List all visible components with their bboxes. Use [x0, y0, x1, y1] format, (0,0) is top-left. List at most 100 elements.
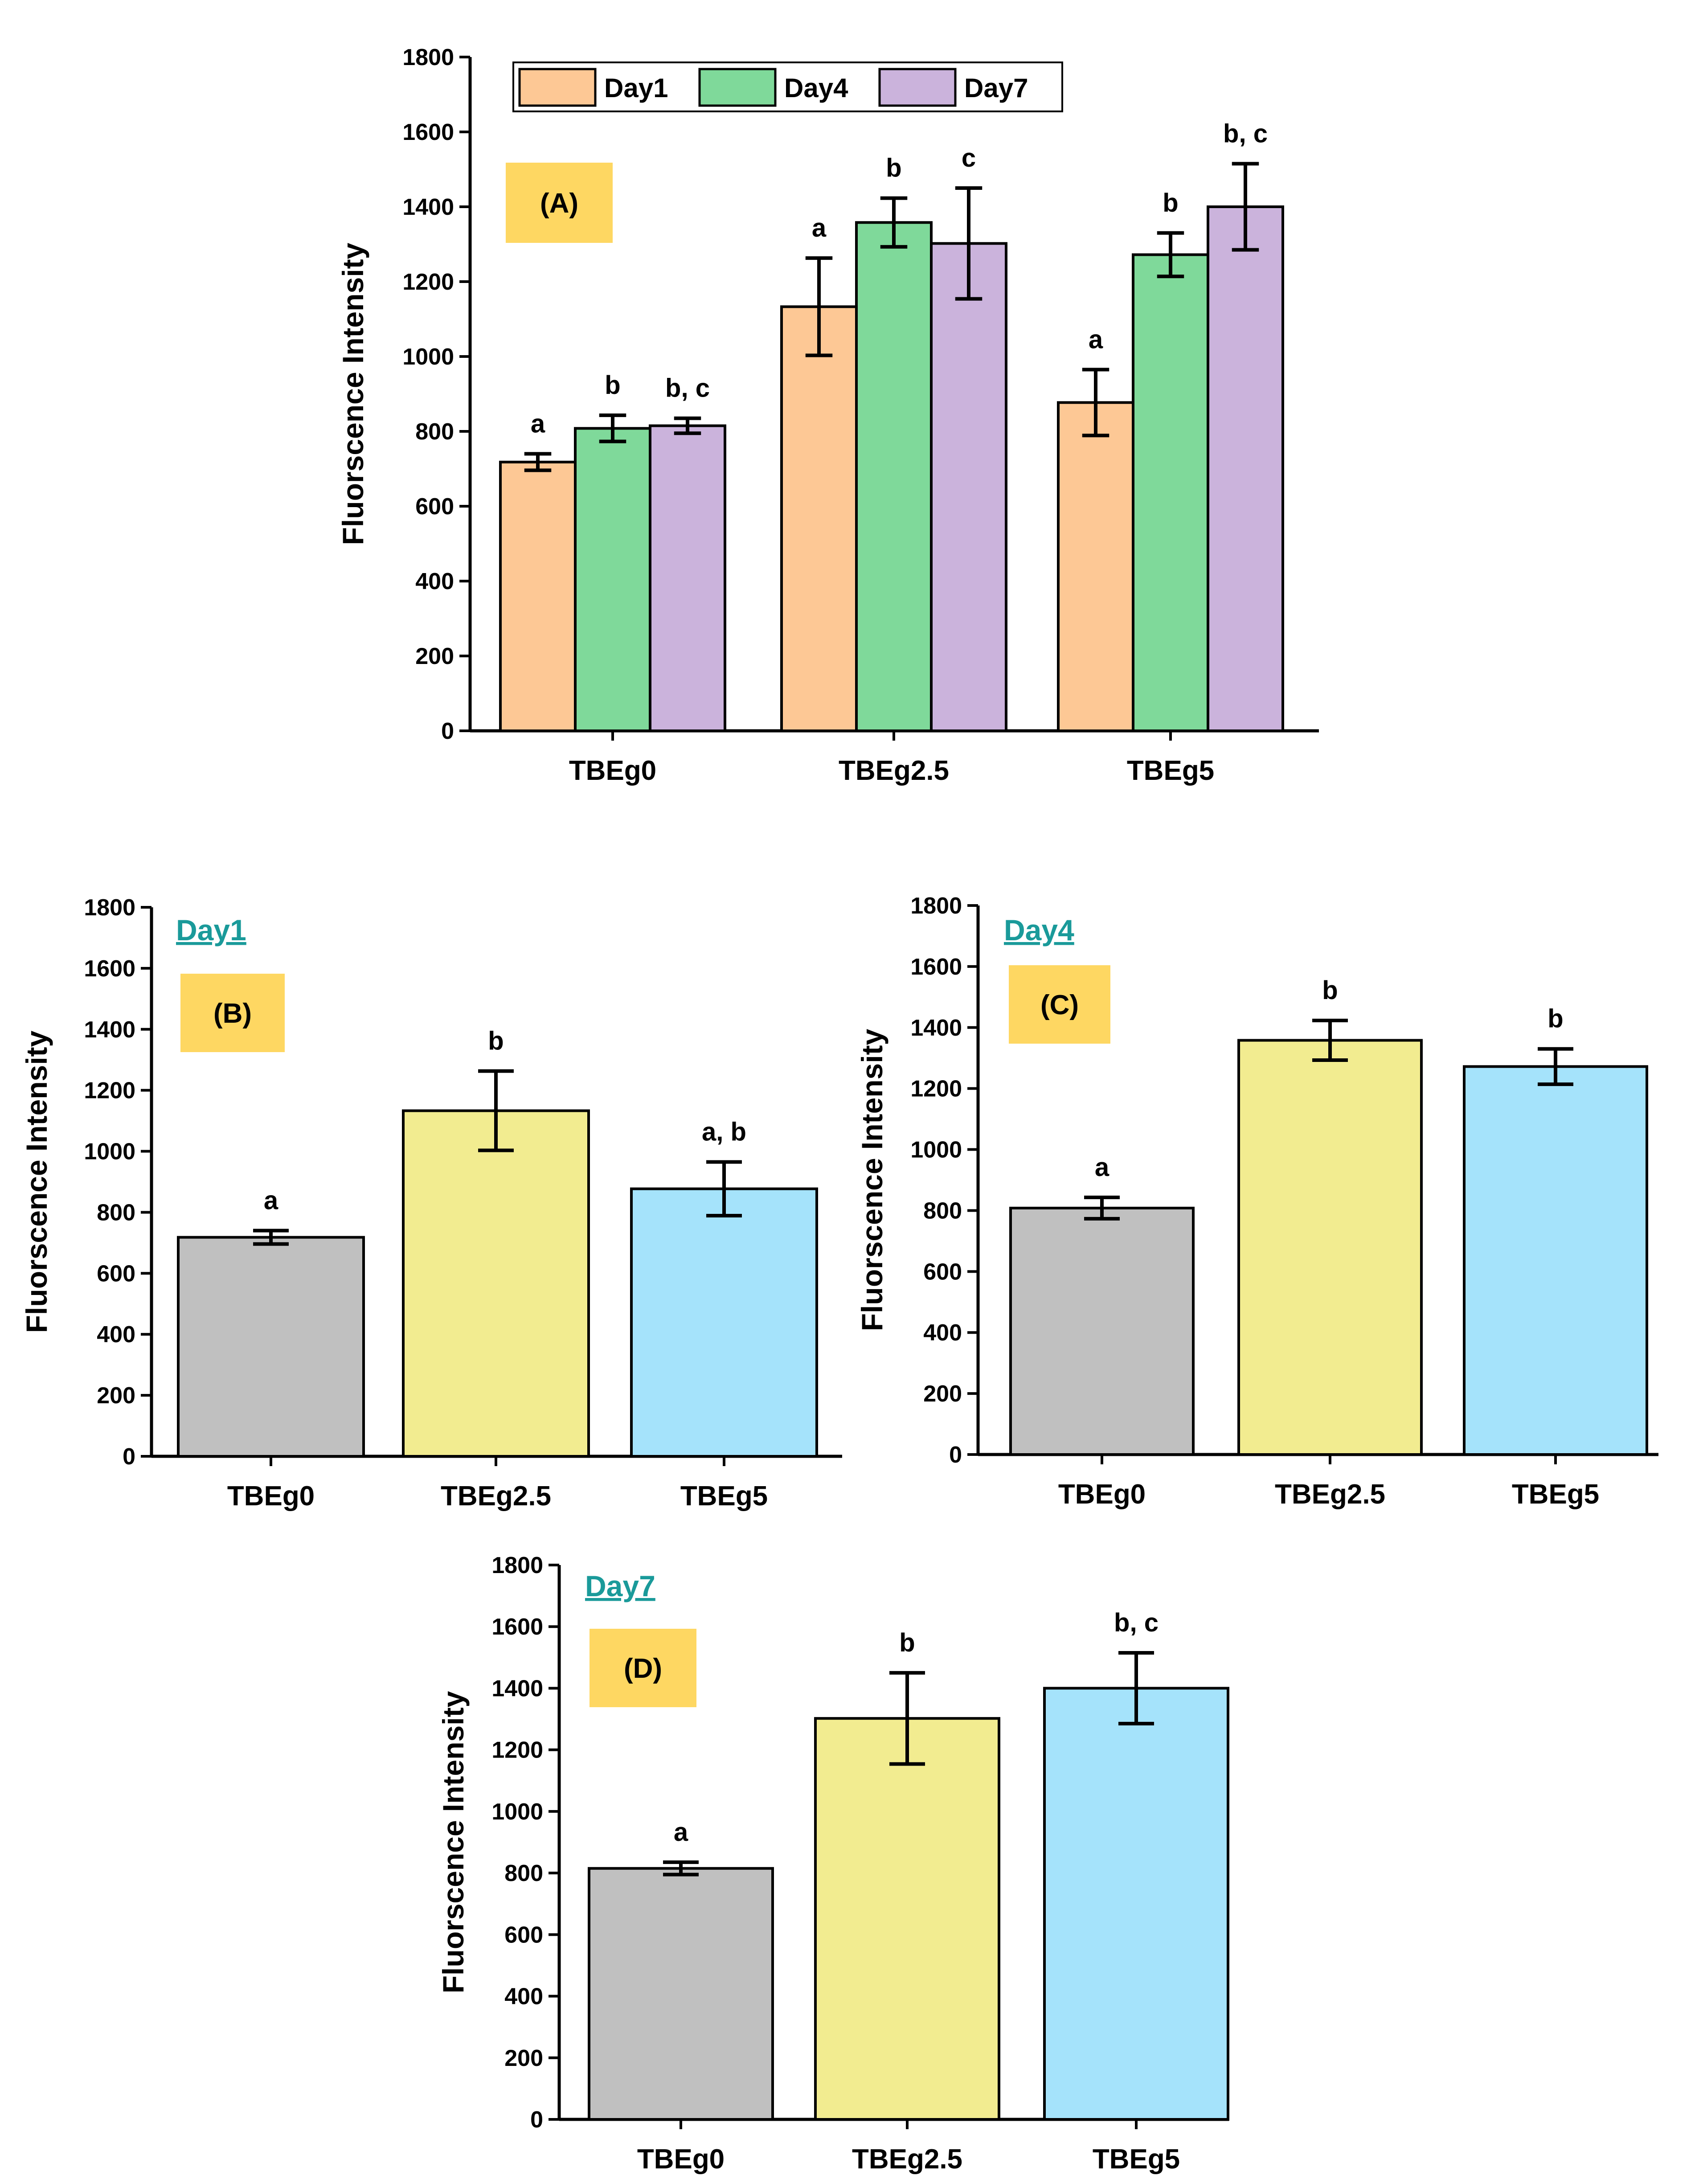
y-axis-title: Fluorscence Intensity — [20, 1030, 53, 1333]
x-tick-label: TBEg2.5 — [1275, 1479, 1385, 1510]
significance-label: b — [1548, 1004, 1563, 1033]
y-tick-label: 1200 — [910, 1076, 962, 1102]
y-axis-title: Fluorscence Intensity — [856, 1028, 888, 1331]
panel-label-box — [180, 974, 285, 1052]
y-tick-label: 1800 — [402, 45, 454, 70]
bar — [1057, 401, 1134, 732]
significance-label: a — [674, 1818, 688, 1847]
y-tick-label: 1600 — [84, 956, 135, 982]
y-tick-label: 800 — [504, 1860, 543, 1886]
panel-label-box — [590, 1629, 696, 1707]
y-tick-label: 1200 — [84, 1078, 135, 1104]
y-tick-label: 1000 — [402, 344, 454, 370]
legend: Day1 Day4 Day7 — [512, 61, 1063, 112]
bar — [402, 1109, 590, 1458]
significance-label: b — [488, 1027, 504, 1056]
y-tick-label: 200 — [97, 1383, 135, 1409]
chart-d: 0 200 400 600 800 1000 1200 1400 1600 1800 Fluorsc… — [437, 1553, 1229, 2175]
bar — [649, 424, 726, 732]
significance-label: b — [1322, 976, 1338, 1005]
significance-label: b, c — [1114, 1608, 1159, 1637]
y-tick-label: 400 — [415, 569, 454, 594]
significance-label: b, c — [1223, 119, 1268, 148]
bar — [499, 460, 577, 732]
panel-label: (C) — [1040, 990, 1079, 1020]
y-tick-label: 1200 — [402, 269, 454, 295]
bar — [930, 242, 1007, 733]
significance-label: a — [812, 213, 827, 242]
panel-label: (D) — [624, 1653, 662, 1684]
y-tick-label: 1600 — [491, 1614, 543, 1640]
x-tick-label: TBEg5 — [680, 1481, 768, 1512]
y-axis-title: Fluorscence Intensity — [336, 242, 369, 545]
significance-label: b — [886, 154, 901, 183]
significance-label: b — [605, 371, 620, 400]
significance-label: a — [264, 1186, 278, 1215]
x-tick-label: TBEg0 — [227, 1481, 315, 1512]
legend-entry: Day1 — [604, 73, 668, 103]
y-tick-label: 600 — [504, 1922, 543, 1948]
significance-label: a — [531, 409, 545, 438]
x-tick-label: TBEg0 — [1058, 1479, 1146, 1510]
legend-swatch — [518, 68, 597, 107]
y-tick-label: 200 — [504, 2045, 543, 2071]
y-tick-label: 1200 — [491, 1737, 543, 1763]
chart-a: 0 200 400 600 800 1000 1200 1400 1600 1800 Fluorsc… — [336, 45, 1319, 786]
y-tick-label: 600 — [415, 494, 454, 520]
bar — [1237, 1039, 1423, 1456]
chart-title: Day7 — [585, 1569, 655, 1602]
y-tick-label: 800 — [923, 1198, 962, 1224]
legend-entry: Day4 — [784, 73, 848, 103]
y-tick-label: 0 — [530, 2107, 543, 2133]
y-tick-label: 600 — [923, 1259, 962, 1285]
bar — [630, 1187, 818, 1458]
bar — [780, 305, 858, 732]
bar — [814, 1717, 1000, 2121]
chart-title: Day1 — [176, 914, 246, 947]
y-tick-label: 0 — [441, 718, 454, 744]
y-tick-label: 1800 — [84, 895, 135, 921]
y-tick-label: 0 — [123, 1444, 135, 1470]
chart-b: 0 200 400 600 800 1000 1200 1400 1600 1800 Fluorsc… — [20, 895, 842, 1512]
y-tick-label: 1400 — [491, 1676, 543, 1701]
panel-label-box — [506, 163, 613, 243]
legend-entry: Day7 — [964, 73, 1028, 103]
panel-label: (A) — [540, 188, 578, 219]
y-tick-label: 0 — [949, 1442, 962, 1468]
y-tick-label: 1400 — [910, 1015, 962, 1041]
x-tick-label: TBEg0 — [637, 2144, 725, 2175]
y-tick-label: 400 — [97, 1322, 135, 1348]
y-tick-label: 200 — [923, 1381, 962, 1407]
significance-label: a, b — [702, 1118, 746, 1147]
y-axis-title: Fluorscence Intensity — [437, 1691, 470, 1993]
x-tick-label: TBEg0 — [569, 755, 656, 786]
x-tick-label: TBEg5 — [1127, 755, 1214, 786]
x-tick-label: TBEg5 — [1093, 2144, 1180, 2175]
panel-label-box — [1009, 965, 1110, 1044]
y-tick-label: 1800 — [910, 893, 962, 919]
y-tick-label: 800 — [97, 1200, 135, 1225]
legend-swatch — [698, 68, 777, 107]
bar — [588, 1867, 774, 2121]
y-tick-label: 400 — [923, 1320, 962, 1346]
chart-title: Day4 — [1004, 914, 1074, 947]
x-tick-label: TBEg2.5 — [441, 1481, 551, 1512]
bar — [574, 427, 651, 732]
bar — [1463, 1065, 1648, 1456]
bar — [1009, 1206, 1195, 1456]
bar — [1043, 1687, 1229, 2121]
x-tick-label: TBEg2.5 — [839, 755, 949, 786]
y-tick-label: 800 — [415, 419, 454, 445]
panel-label: (B) — [213, 998, 252, 1029]
significance-label: a — [1089, 325, 1103, 354]
bar — [1132, 253, 1209, 732]
y-tick-label: 1800 — [491, 1553, 543, 1578]
x-tick-label: TBEg2.5 — [852, 2144, 962, 2175]
y-tick-label: 400 — [504, 1984, 543, 2010]
y-tick-label: 200 — [415, 643, 454, 669]
y-tick-label: 1400 — [402, 194, 454, 220]
y-tick-label: 1600 — [402, 119, 454, 145]
significance-label: b — [899, 1628, 915, 1657]
x-tick-label: TBEg5 — [1512, 1479, 1599, 1510]
